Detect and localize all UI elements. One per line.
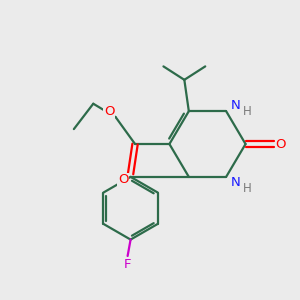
Text: O: O bbox=[275, 137, 286, 151]
Text: H: H bbox=[243, 182, 252, 195]
Text: H: H bbox=[243, 105, 252, 118]
Text: O: O bbox=[104, 105, 114, 118]
Text: N: N bbox=[231, 176, 241, 189]
Text: O: O bbox=[118, 173, 128, 186]
Text: N: N bbox=[231, 99, 241, 112]
Text: F: F bbox=[124, 258, 131, 271]
